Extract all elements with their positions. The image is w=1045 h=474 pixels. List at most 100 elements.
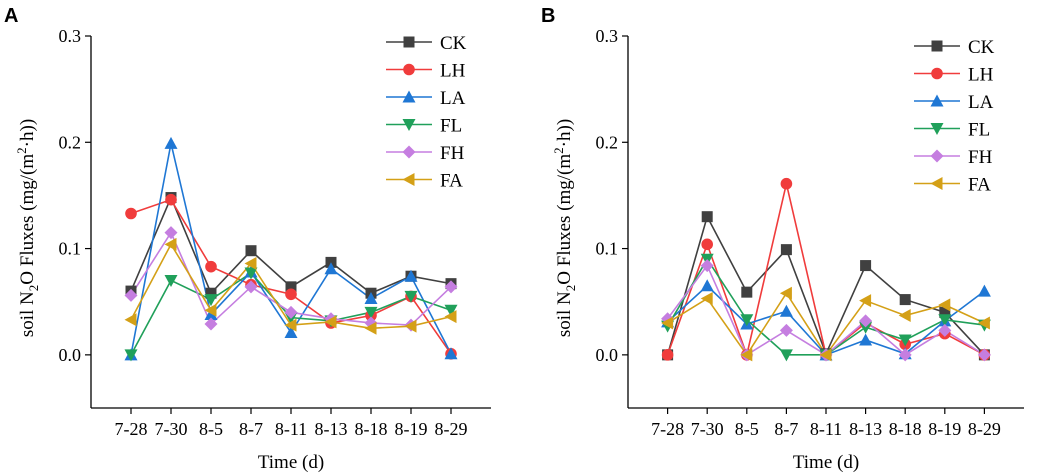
data-point-fa [661, 316, 674, 330]
data-point-fh [204, 317, 218, 331]
data-point-fa [898, 309, 911, 323]
legend-label-fl: FL [440, 116, 462, 137]
x-tick-label: 8-13 [315, 419, 348, 439]
data-point-fa [404, 319, 417, 333]
data-point-fa [740, 348, 753, 362]
legend-label-fa: FA [440, 171, 463, 192]
data-point-fl [404, 290, 418, 303]
data-point-fh [444, 280, 458, 294]
data-point-fh [164, 226, 178, 240]
legend-label-fl: FL [968, 120, 990, 141]
x-tick-label: 8-13 [849, 419, 882, 439]
data-point-fl [444, 304, 458, 317]
data-point-fa [204, 303, 217, 317]
panel-letter-a: A [4, 5, 18, 27]
legend-marker-fa [402, 173, 415, 186]
data-point-fl [364, 306, 378, 319]
legend-marker-ck [931, 40, 943, 52]
data-point-fh [700, 259, 714, 273]
y-tick-label: 0.0 [596, 345, 619, 365]
legend-marker-fl [930, 123, 944, 135]
data-point-fa [364, 321, 377, 335]
y-tick-label: 0.3 [596, 26, 619, 46]
y-tick-label: 0.1 [59, 239, 82, 259]
legend-label-la: LA [440, 88, 466, 109]
legend-marker-fh [402, 145, 416, 159]
data-point-fl [124, 349, 138, 362]
legend-label-fh: FH [440, 143, 465, 164]
data-point-fa [859, 294, 872, 308]
data-point-fl [740, 314, 754, 327]
y-tick-label: 0.3 [59, 26, 82, 46]
legend-marker-lh [403, 63, 415, 76]
data-point-fa [164, 237, 177, 251]
data-point-ck [780, 244, 792, 256]
legend-marker-la [930, 94, 944, 107]
legend: CK LH LA FL FH FA [386, 33, 467, 192]
y-tick-label: 0.0 [59, 345, 82, 365]
series-line-ck [666, 214, 985, 356]
data-point-fa [977, 316, 990, 330]
data-point-fa [324, 315, 337, 329]
data-point-la [404, 269, 418, 282]
data-point-fh [284, 305, 298, 319]
x-tick-label: 7-30 [691, 419, 724, 439]
x-tick-label: 7-28 [651, 419, 684, 439]
x-tick-label: 8-5 [735, 419, 759, 439]
data-point-fa [124, 313, 137, 327]
x-tick-label: 8-29 [968, 419, 1001, 439]
data-point-lh [205, 260, 217, 273]
x-tick-label: 7-30 [155, 419, 188, 439]
x-tick-label: 8-29 [435, 419, 468, 439]
legend-marker-fh [930, 149, 944, 163]
data-point-lh [285, 288, 297, 301]
legend-marker-la [402, 90, 416, 103]
data-point-ck [205, 287, 217, 299]
legend-label-lh: LH [968, 65, 994, 86]
data-point-lh [125, 207, 137, 220]
data-point-fh [898, 348, 912, 362]
data-point-la [444, 347, 458, 360]
x-tick-label: 8-7 [774, 419, 798, 439]
panel-letter-b: B [541, 5, 555, 27]
data-point-la [324, 262, 338, 275]
data-point-la [164, 136, 178, 149]
legend-label-fh: FH [968, 147, 993, 168]
chart-panel-a: A 0.0 0.1 0.2 0.3 7-28 7-30 8-5 8-7 8-11 8-13 8-18 8… [4, 5, 491, 473]
data-point-fa [244, 256, 257, 270]
data-point-lh [701, 238, 713, 251]
data-point-fh [977, 348, 991, 362]
data-point-fh [859, 314, 873, 328]
data-point-ck [701, 211, 713, 223]
data-point-la [700, 279, 714, 292]
legend-marker-fl [402, 119, 416, 131]
legend-marker-ck [403, 36, 415, 48]
data-point-lh [661, 349, 674, 361]
data-point-fl [244, 267, 258, 280]
data-point-lh [165, 193, 177, 206]
data-point-ck [285, 281, 297, 293]
data-point-fa [700, 292, 713, 306]
x-tick-label: 8-11 [810, 419, 842, 439]
y-axis-title: soil N2O Fluxes (mg/(m2·h)) [551, 119, 578, 337]
data-point-fh [124, 288, 138, 302]
data-point-ck [939, 306, 951, 318]
y-tick-label: 0.2 [59, 132, 82, 152]
data-point-la [859, 333, 873, 346]
x-axis-title: Time (d) [258, 452, 324, 473]
legend-label-ck: CK [440, 33, 467, 54]
x-tick-label: 8-11 [275, 419, 307, 439]
legend-marker-lh [931, 67, 943, 80]
data-point-la [284, 326, 298, 339]
data-point-la [204, 307, 218, 320]
data-point-fa [284, 318, 297, 332]
data-point-fa [444, 310, 457, 324]
legend-marker-fa [930, 177, 943, 190]
data-point-fl [204, 294, 218, 307]
legend-label-ck: CK [968, 37, 995, 58]
data-point-fh [779, 323, 793, 337]
data-point-ck [860, 260, 872, 272]
x-tick-label: 8-18 [355, 419, 388, 439]
legend-label-fa: FA [968, 175, 991, 196]
data-point-fa [938, 298, 951, 312]
